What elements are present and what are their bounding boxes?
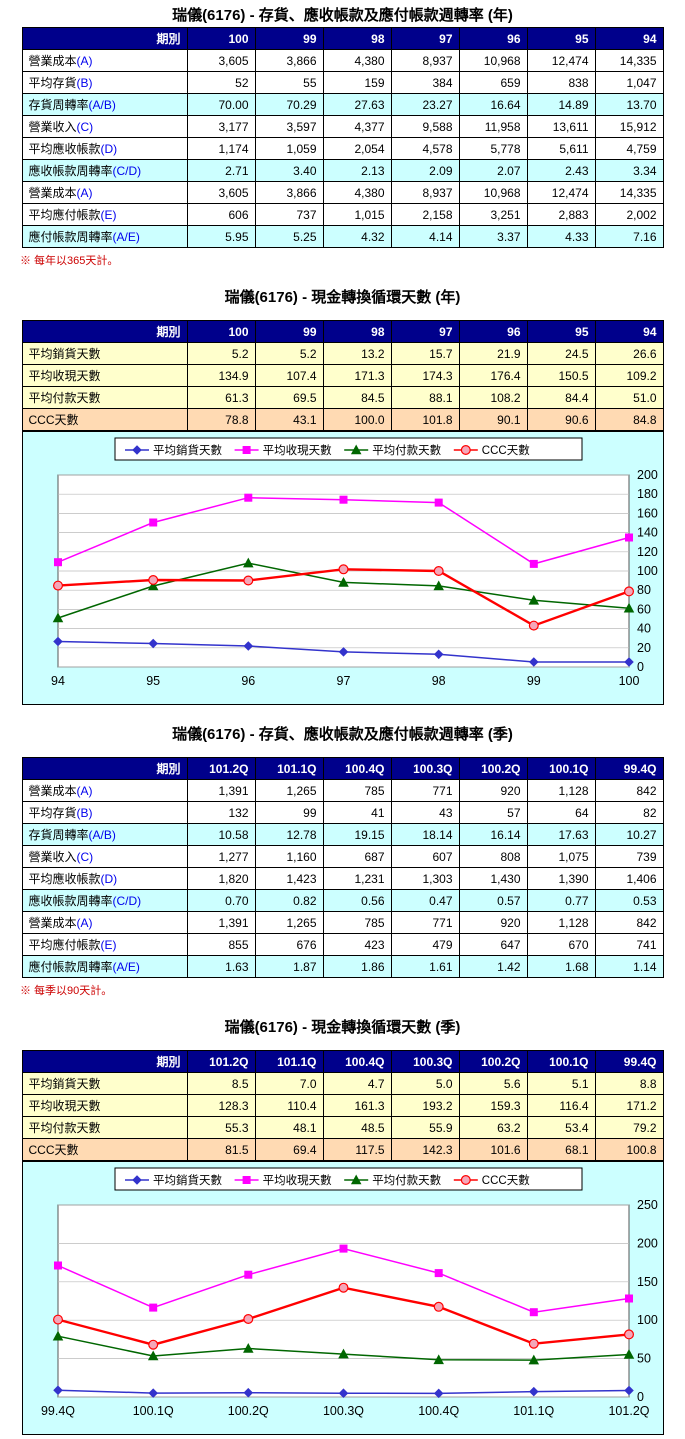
svg-text:101.1Q: 101.1Q: [513, 1404, 554, 1418]
svg-text:CCC天數: CCC天數: [481, 444, 529, 457]
svg-text:250: 250: [637, 1198, 658, 1212]
svg-text:100: 100: [637, 564, 658, 578]
svg-text:50: 50: [637, 1352, 651, 1366]
svg-text:平均收現天數: 平均收現天數: [262, 443, 331, 457]
svg-text:0: 0: [637, 1390, 644, 1404]
svg-text:150: 150: [637, 1275, 658, 1289]
svg-text:95: 95: [146, 674, 160, 688]
svg-text:100: 100: [637, 1313, 658, 1327]
svg-text:99: 99: [526, 674, 540, 688]
svg-text:20: 20: [637, 641, 651, 655]
svg-text:97: 97: [336, 674, 350, 688]
svg-text:80: 80: [637, 583, 651, 597]
svg-text:96: 96: [241, 674, 255, 688]
svg-text:180: 180: [637, 487, 658, 501]
svg-text:160: 160: [637, 506, 658, 520]
svg-text:100: 100: [618, 674, 639, 688]
svg-text:40: 40: [637, 622, 651, 636]
svg-text:平均付款天數: 平均付款天數: [372, 1173, 441, 1187]
svg-text:100.4Q: 100.4Q: [418, 1404, 459, 1418]
svg-text:200: 200: [637, 468, 658, 482]
svg-text:60: 60: [637, 602, 651, 616]
svg-text:99.4Q: 99.4Q: [40, 1404, 74, 1418]
svg-text:120: 120: [637, 545, 658, 559]
svg-text:平均付款天數: 平均付款天數: [372, 443, 441, 457]
svg-text:CCC天數: CCC天數: [481, 1174, 529, 1187]
svg-text:101.2Q: 101.2Q: [608, 1404, 649, 1418]
svg-text:平均收現天數: 平均收現天數: [262, 1173, 331, 1187]
svg-text:平均銷貨天數: 平均銷貨天數: [153, 1173, 222, 1187]
svg-text:平均銷貨天數: 平均銷貨天數: [153, 443, 222, 457]
svg-text:98: 98: [431, 674, 445, 688]
svg-text:100.3Q: 100.3Q: [322, 1404, 363, 1418]
svg-text:200: 200: [637, 1236, 658, 1250]
svg-text:100.2Q: 100.2Q: [227, 1404, 268, 1418]
svg-text:94: 94: [51, 674, 65, 688]
svg-text:0: 0: [637, 660, 644, 674]
svg-text:100.1Q: 100.1Q: [132, 1404, 173, 1418]
svg-text:140: 140: [637, 526, 658, 540]
